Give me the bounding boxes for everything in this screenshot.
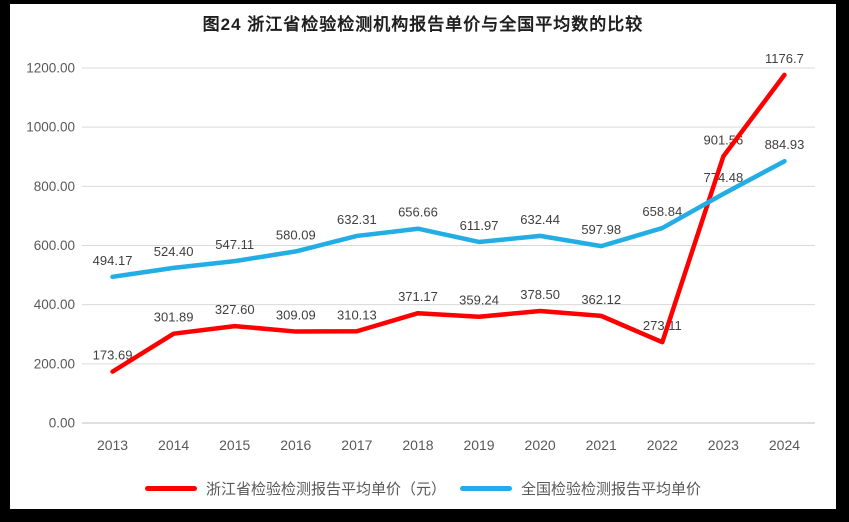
chart-background bbox=[10, 4, 836, 509]
x-axis-label: 2023 bbox=[708, 437, 739, 453]
data-label-national: 656.66 bbox=[398, 205, 438, 220]
y-axis-tick-label: 0.00 bbox=[49, 416, 75, 431]
data-label-national: 884.93 bbox=[765, 137, 805, 152]
data-label-zhejiang: 327.60 bbox=[215, 302, 255, 317]
data-label-national: 611.97 bbox=[460, 218, 499, 233]
data-label-zhejiang: 173.69 bbox=[93, 348, 133, 363]
data-label-zhejiang: 371.17 bbox=[398, 289, 438, 304]
data-label-national: 597.98 bbox=[581, 222, 621, 237]
x-axis-label: 2020 bbox=[525, 437, 556, 453]
data-label-national: 658.84 bbox=[642, 204, 682, 219]
x-axis-label: 2018 bbox=[402, 437, 433, 453]
data-label-national: 494.17 bbox=[93, 253, 133, 268]
legend-label-national: 全国检验检测报告平均单价 bbox=[521, 480, 702, 498]
x-axis-label: 2017 bbox=[341, 437, 372, 453]
legend-label-zhejiang: 浙江省检验检测报告平均单价（元） bbox=[205, 480, 446, 498]
data-label-national: 524.40 bbox=[154, 244, 194, 259]
y-axis-tick-label: 200.00 bbox=[34, 356, 75, 371]
x-axis-label: 2014 bbox=[158, 437, 189, 453]
y-axis-tick-label: 600.00 bbox=[34, 238, 75, 253]
x-axis-label: 2015 bbox=[219, 437, 250, 453]
y-axis-tick-label: 1000.00 bbox=[26, 120, 75, 135]
data-label-zhejiang: 378.50 bbox=[520, 287, 560, 302]
chart-legend: 浙江省检验检测报告平均单价（元） 全国检验检测报告平均单价 bbox=[10, 474, 836, 502]
data-label-zhejiang: 301.89 bbox=[154, 310, 194, 325]
chart-title: 图24 浙江省检验检测机构报告单价与全国平均数的比较 bbox=[202, 15, 644, 34]
x-axis-label: 2021 bbox=[586, 437, 617, 453]
data-label-national: 632.44 bbox=[520, 212, 560, 227]
series-line-zhejiang bbox=[110, 72, 787, 374]
data-label-zhejiang: 1176.7 bbox=[765, 51, 804, 66]
x-axis-label: 2013 bbox=[97, 437, 128, 453]
data-label-zhejiang: 359.24 bbox=[459, 293, 499, 308]
data-label-zhejiang: 273.11 bbox=[643, 318, 682, 333]
x-axis-label: 2022 bbox=[647, 437, 678, 453]
data-label-national: 774.48 bbox=[703, 170, 743, 185]
x-axis-label: 2016 bbox=[280, 437, 311, 453]
x-axis-label: 2019 bbox=[463, 437, 494, 453]
legend-item-zhejiang: 浙江省检验检测报告平均单价（元） bbox=[144, 478, 446, 499]
national-series-line-swatch bbox=[460, 485, 512, 491]
x-axis-label: 2024 bbox=[769, 437, 800, 453]
data-label-zhejiang: 310.13 bbox=[337, 307, 377, 322]
y-axis-tick-label: 1200.00 bbox=[26, 61, 75, 76]
data-label-zhejiang: 309.09 bbox=[276, 308, 316, 323]
data-label-national: 547.11 bbox=[215, 237, 254, 252]
data-label-national: 632.31 bbox=[337, 212, 377, 227]
y-axis-tick-label: 400.00 bbox=[34, 297, 75, 312]
zhejiang-series-line-swatch bbox=[144, 485, 197, 491]
y-axis-tick-label: 800.00 bbox=[34, 179, 75, 194]
data-label-national: 580.09 bbox=[276, 227, 316, 242]
data-label-zhejiang: 362.12 bbox=[581, 292, 621, 307]
legend-item-national: 全国检验检测报告平均单价 bbox=[460, 478, 701, 499]
series-line-national bbox=[110, 158, 787, 280]
